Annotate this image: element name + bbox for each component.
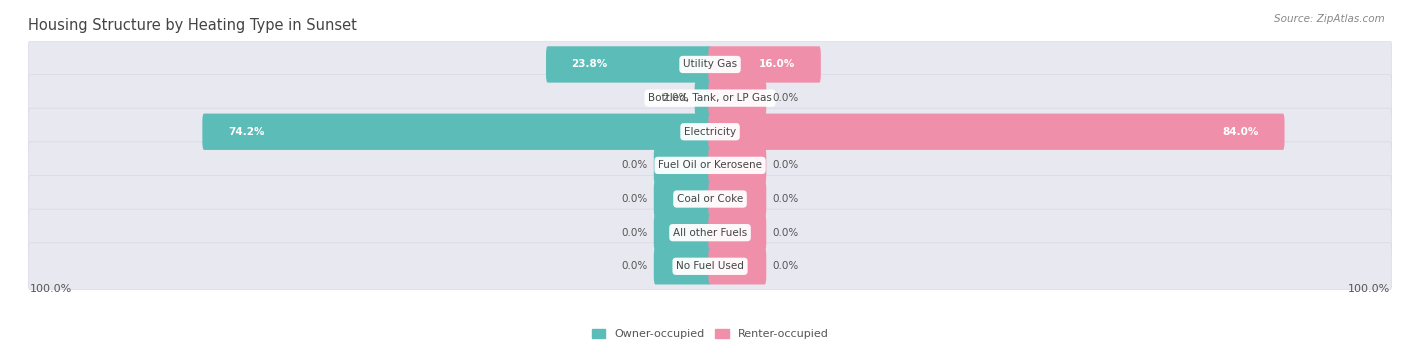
Text: 84.0%: 84.0% <box>1223 127 1258 137</box>
FancyBboxPatch shape <box>28 41 1392 88</box>
Text: 0.0%: 0.0% <box>773 93 799 103</box>
Text: Electricity: Electricity <box>683 127 737 137</box>
Text: No Fuel Used: No Fuel Used <box>676 261 744 271</box>
FancyBboxPatch shape <box>28 176 1392 223</box>
Text: 0.0%: 0.0% <box>773 261 799 271</box>
Text: Bottled, Tank, or LP Gas: Bottled, Tank, or LP Gas <box>648 93 772 103</box>
FancyBboxPatch shape <box>709 181 766 217</box>
Text: 100.0%: 100.0% <box>1347 284 1391 294</box>
FancyBboxPatch shape <box>28 142 1392 189</box>
Text: 0.0%: 0.0% <box>773 194 799 204</box>
FancyBboxPatch shape <box>202 114 711 150</box>
FancyBboxPatch shape <box>709 147 766 183</box>
FancyBboxPatch shape <box>654 214 711 251</box>
Text: All other Fuels: All other Fuels <box>673 228 747 238</box>
FancyBboxPatch shape <box>709 248 766 284</box>
Text: 0.0%: 0.0% <box>621 261 647 271</box>
Text: 74.2%: 74.2% <box>228 127 264 137</box>
FancyBboxPatch shape <box>709 114 1285 150</box>
Text: 2.0%: 2.0% <box>662 93 688 103</box>
FancyBboxPatch shape <box>546 46 711 83</box>
Text: 23.8%: 23.8% <box>572 59 607 70</box>
Text: 16.0%: 16.0% <box>759 59 796 70</box>
Text: Fuel Oil or Kerosene: Fuel Oil or Kerosene <box>658 160 762 170</box>
Text: Coal or Coke: Coal or Coke <box>676 194 744 204</box>
Text: Source: ZipAtlas.com: Source: ZipAtlas.com <box>1274 14 1385 24</box>
FancyBboxPatch shape <box>695 80 711 116</box>
Text: 0.0%: 0.0% <box>621 228 647 238</box>
Text: 0.0%: 0.0% <box>773 160 799 170</box>
Text: 0.0%: 0.0% <box>621 194 647 204</box>
Legend: Owner-occupied, Renter-occupied: Owner-occupied, Renter-occupied <box>592 329 828 339</box>
FancyBboxPatch shape <box>654 181 711 217</box>
FancyBboxPatch shape <box>28 75 1392 122</box>
FancyBboxPatch shape <box>709 46 821 83</box>
Text: 100.0%: 100.0% <box>30 284 73 294</box>
FancyBboxPatch shape <box>709 80 766 116</box>
FancyBboxPatch shape <box>709 214 766 251</box>
FancyBboxPatch shape <box>28 108 1392 155</box>
FancyBboxPatch shape <box>654 248 711 284</box>
FancyBboxPatch shape <box>654 147 711 183</box>
Text: Housing Structure by Heating Type in Sunset: Housing Structure by Heating Type in Sun… <box>28 18 357 33</box>
FancyBboxPatch shape <box>28 209 1392 256</box>
Text: Utility Gas: Utility Gas <box>683 59 737 70</box>
Text: 0.0%: 0.0% <box>773 228 799 238</box>
FancyBboxPatch shape <box>28 243 1392 290</box>
Text: 0.0%: 0.0% <box>621 160 647 170</box>
